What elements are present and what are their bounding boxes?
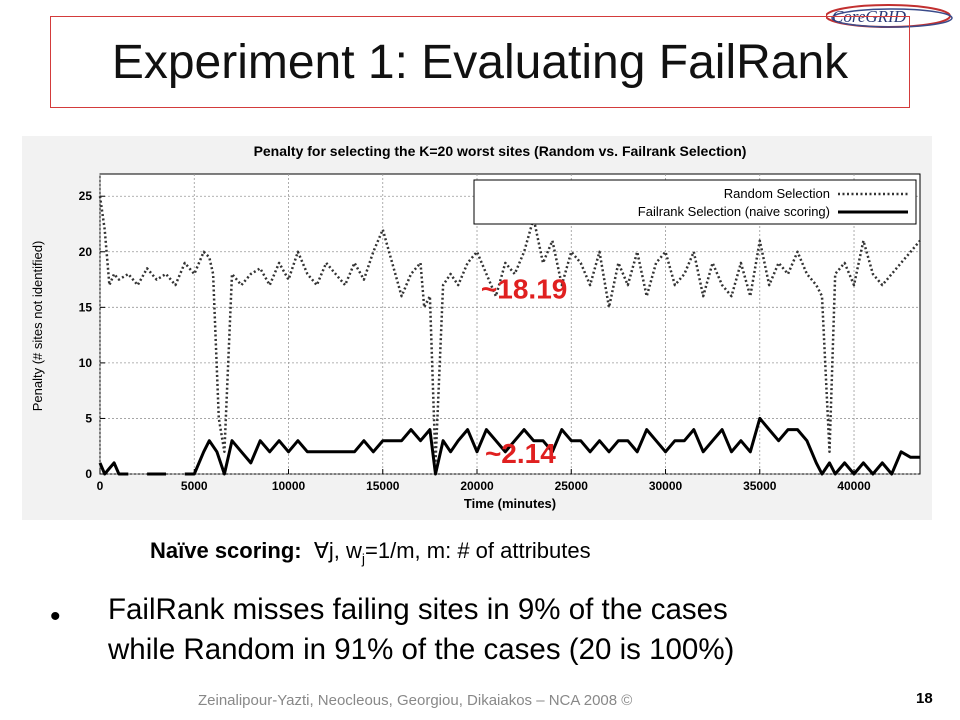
naive-scoring-formula: Naïve scoring: ∀j, wj=1/m, m: # of attri…: [150, 538, 591, 566]
x-tick-label: 30000: [649, 479, 683, 493]
y-tick-label: 5: [85, 411, 92, 425]
x-tick-label: 35000: [743, 479, 777, 493]
legend-label-failrank: Failrank Selection (naive scoring): [638, 204, 830, 219]
y-tick-label: 25: [79, 189, 93, 203]
x-tick-label: 5000: [181, 479, 208, 493]
naive-j: j, w: [328, 538, 362, 563]
logo-ring-blue: [831, 8, 953, 28]
x-tick-label: 10000: [272, 479, 306, 493]
y-axis-label: Penalty (# sites not identified): [30, 241, 45, 412]
x-axis-label: Time (minutes): [464, 496, 556, 511]
y-tick-label: 20: [79, 245, 93, 259]
series-line-random: [98, 196, 921, 465]
bullet-line-1: FailRank misses failing sites in 9% of t…: [108, 593, 728, 626]
naive-subscript: j: [361, 550, 366, 567]
slide-title: Experiment 1: Evaluating FailRank: [111, 36, 849, 89]
series-line-failrank: [98, 416, 920, 476]
legend: Random Selection Failrank Selection (nai…: [473, 179, 917, 225]
x-tick-label: 15000: [366, 479, 400, 493]
chart-title: Penalty for selecting the K=20 worst sit…: [254, 143, 747, 159]
y-tick-label: 0: [85, 467, 92, 481]
penalty-chart: Penalty for selecting the K=20 worst sit…: [22, 136, 932, 520]
forall-symbol: ∀: [313, 538, 329, 563]
annotations: ~18.19 ~2.14: [481, 273, 567, 468]
naive-rest: =1/m, m: # of attributes: [365, 538, 591, 563]
chart-container: Penalty for selecting the K=20 worst sit…: [22, 136, 932, 520]
x-tick-label: 20000: [460, 479, 494, 493]
x-tick-label: 40000: [837, 479, 871, 493]
x-tick-label: 25000: [555, 479, 589, 493]
legend-label-random: Random Selection: [724, 186, 830, 201]
title-box: Experiment 1: Evaluating FailRank: [50, 16, 910, 108]
series-lines: [98, 196, 921, 476]
y-tick-label: 15: [79, 300, 93, 314]
bullet-marker: •: [50, 600, 61, 633]
page-number: 18: [916, 690, 933, 707]
annotation-1: ~2.14: [485, 438, 556, 469]
axis-ticks: 0 5000 10000 15000 20000 25000 30000 35000 40000…: [79, 189, 871, 493]
naive-scoring-label: Naïve scoring:: [150, 538, 302, 563]
y-tick-label: 10: [79, 356, 93, 370]
annotation-0: ~18.19: [481, 273, 567, 304]
x-tick-label: 0: [97, 479, 104, 493]
legend-box: [473, 179, 917, 225]
bullet-text: FailRank misses failing sites in 9% of t…: [108, 590, 918, 670]
bullet-line-2: while Random in 91% of the cases (20 is …: [108, 633, 735, 666]
footer-authors: Zeinalipour-Yazti, Neocleous, Georgiou, …: [198, 692, 633, 709]
